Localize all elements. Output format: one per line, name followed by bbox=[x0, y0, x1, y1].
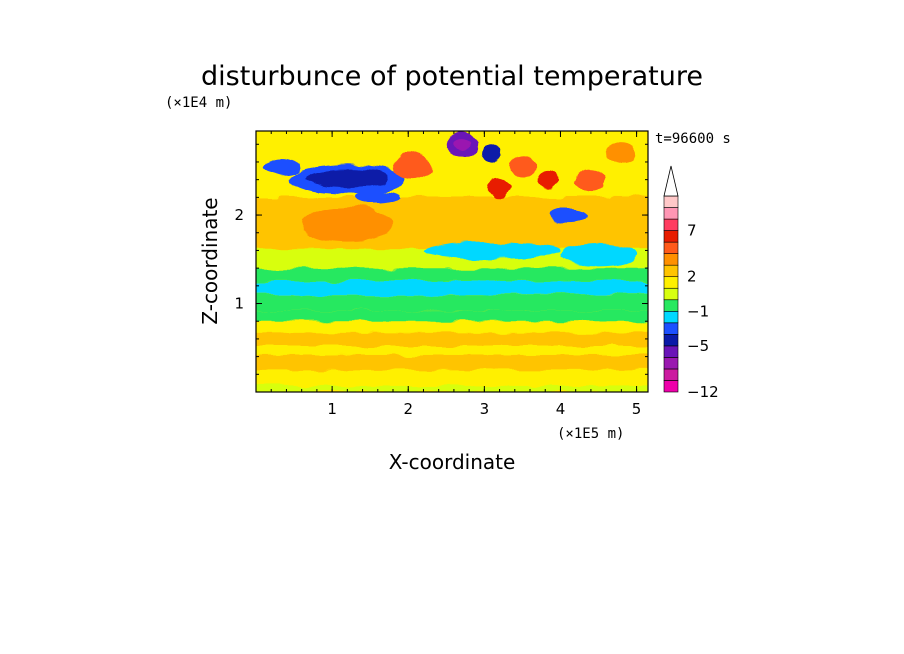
colorbar-swatch-1 bbox=[663, 368, 679, 381]
colorbar-swatch-10 bbox=[663, 264, 679, 278]
field-blob-13 bbox=[301, 206, 394, 242]
colorbar-swatch-14 bbox=[663, 218, 679, 231]
colorbar-swatch-0 bbox=[663, 380, 679, 393]
field-blob-1 bbox=[305, 168, 390, 188]
field-blob-8 bbox=[537, 170, 561, 189]
axis-ticks: 1 2 3 4 5 1 2 bbox=[234, 131, 648, 418]
x-tick-label-1: 1 bbox=[327, 400, 337, 418]
field-blob-14 bbox=[393, 153, 432, 180]
colorbar-swatch-12 bbox=[663, 241, 679, 254]
field-band-0 bbox=[256, 385, 648, 392]
y-unit-label: (×1E4 m) bbox=[165, 95, 232, 111]
colorbar-label-2: −1 bbox=[687, 302, 709, 320]
field-band-5 bbox=[256, 321, 648, 333]
colorbar-swatch-8 bbox=[663, 287, 679, 301]
field-blob-2 bbox=[263, 157, 302, 176]
field-blob-12 bbox=[560, 243, 637, 267]
time-label: t=96600 s bbox=[655, 131, 731, 147]
field-band-1 bbox=[256, 369, 648, 386]
field-blob-10 bbox=[606, 141, 637, 165]
x-tick-label-3: 3 bbox=[480, 400, 490, 418]
colorbar-swatch-11 bbox=[663, 253, 679, 266]
plot-frame bbox=[255, 130, 649, 393]
colorbar-label-4: 7 bbox=[687, 222, 697, 240]
field-band-8 bbox=[256, 281, 648, 295]
field-band-4 bbox=[256, 332, 648, 346]
field-blob-6 bbox=[488, 178, 511, 199]
colorbar-swatch-6 bbox=[663, 310, 679, 324]
colorbar: −12−5−127 bbox=[663, 165, 719, 401]
field-band-7 bbox=[256, 294, 648, 311]
x-unit-label: (×1E5 m) bbox=[557, 426, 624, 442]
colorbar-extend-arrow bbox=[663, 165, 679, 197]
field-band-9 bbox=[256, 268, 648, 282]
colorbar-swatch-5 bbox=[663, 322, 679, 335]
field-band-2 bbox=[256, 354, 648, 370]
colorbar-swatch-16 bbox=[663, 195, 679, 208]
x-tick-label-5: 5 bbox=[632, 400, 642, 418]
chart-title: disturbunce of potential temperature bbox=[201, 61, 703, 92]
field-blob-15 bbox=[549, 207, 588, 223]
y-tick-label-2: 2 bbox=[234, 206, 244, 224]
colorbar-swatch-2 bbox=[663, 357, 679, 370]
colorbar-swatch-3 bbox=[663, 345, 679, 358]
field-band-3 bbox=[256, 345, 648, 355]
colorbar-label-1: −5 bbox=[687, 337, 709, 355]
x-tick-label-2: 2 bbox=[403, 400, 413, 418]
field-blob-11 bbox=[423, 242, 561, 259]
colorbar-swatch-4 bbox=[663, 334, 679, 347]
field-blob-5 bbox=[482, 144, 502, 162]
field-blob-7 bbox=[508, 155, 537, 178]
y-tick-label-1: 1 bbox=[234, 295, 244, 313]
colorbar-swatch-9 bbox=[663, 276, 679, 289]
field-band-6 bbox=[256, 310, 648, 322]
colorbar-label-3: 2 bbox=[687, 268, 697, 286]
x-tick-label-4: 4 bbox=[556, 400, 566, 418]
field-blob-16 bbox=[354, 191, 401, 204]
colorbar-swatch-13 bbox=[663, 230, 679, 243]
field-blob-4 bbox=[452, 138, 471, 151]
x-axis-label: X-coordinate bbox=[389, 450, 516, 474]
colorbar-swatch-7 bbox=[663, 299, 679, 312]
y-axis-label: Z-coordinate bbox=[198, 197, 222, 324]
colorbar-label-0: −12 bbox=[687, 383, 719, 401]
heatmap-field bbox=[256, 131, 648, 392]
colorbar-swatch-15 bbox=[663, 207, 679, 220]
field-blob-9 bbox=[575, 168, 607, 192]
